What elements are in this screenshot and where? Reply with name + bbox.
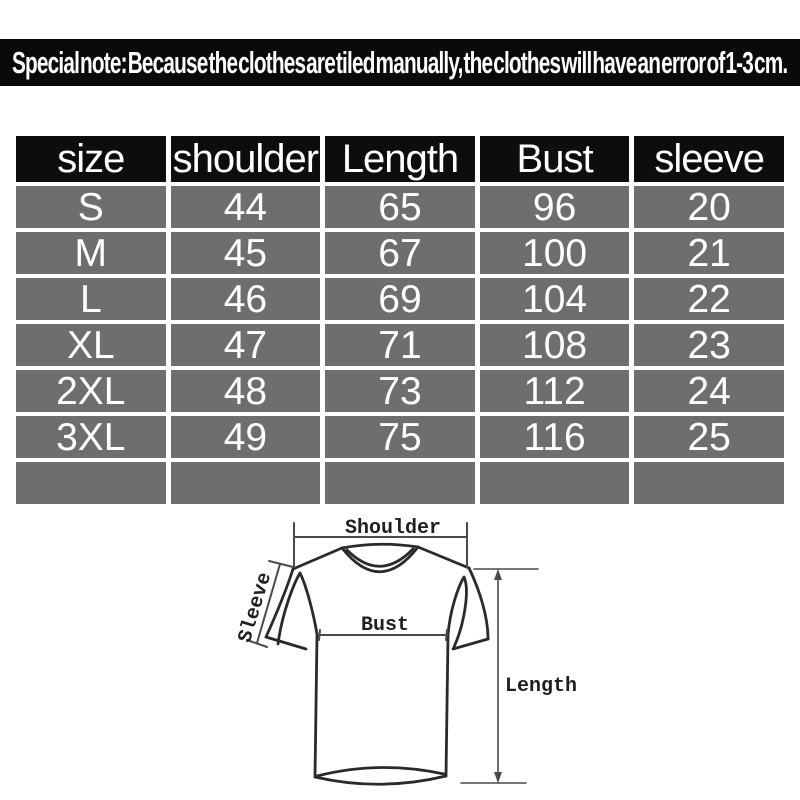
cell-bust: 96 — [479, 186, 630, 228]
cell-sleeve — [634, 462, 784, 504]
cell-size: 2XL — [16, 370, 166, 412]
col-header-bust: Bust — [479, 136, 630, 182]
cell-shoulder: 47 — [170, 324, 321, 366]
cell-length: 65 — [325, 186, 475, 228]
cell-sleeve: 24 — [634, 370, 784, 412]
col-header-size: size — [16, 136, 166, 182]
cell-bust: 100 — [479, 232, 630, 274]
cell-size: S — [16, 186, 166, 228]
table-row-xl: XL 47 71 108 23 — [16, 324, 784, 366]
cell-shoulder — [170, 462, 321, 504]
hem-outer-line — [313, 774, 448, 786]
dimension-lines — [246, 522, 539, 784]
tshirt-measurement-diagram: Shoulder Sleeve Bust Length — [234, 517, 577, 786]
length-arrow-top — [494, 569, 502, 580]
special-note-text: Special note: Because the clothes are ti… — [12, 44, 788, 80]
hem-inner-line — [315, 766, 446, 778]
cell-length: 67 — [325, 232, 475, 274]
table-row-l: L 46 69 104 22 — [16, 278, 784, 320]
cell-shoulder: 46 — [170, 278, 321, 320]
collar-top-line — [340, 542, 420, 550]
bust-label: Bust — [361, 614, 409, 637]
cell-length: 71 — [325, 324, 475, 366]
left-sleeve-outer — [264, 567, 295, 639]
right-sleeve-outer — [467, 566, 490, 641]
tshirt-outline — [264, 542, 490, 786]
cell-sleeve: 20 — [634, 186, 784, 228]
length-arrow-bottom — [494, 772, 502, 783]
cell-length: 73 — [325, 370, 475, 412]
left-sleeve-seam — [276, 571, 319, 646]
table-row-empty — [16, 462, 784, 504]
right-shoulder-seam — [416, 545, 471, 570]
table-row-3xl: 3XL 49 75 116 25 — [16, 416, 784, 458]
table-row-s: S 44 65 96 20 — [16, 186, 784, 228]
cell-size — [16, 462, 166, 504]
collar-outer-line — [340, 545, 420, 573]
cell-length: 69 — [325, 278, 475, 320]
shoulder-label: Shoulder — [345, 517, 441, 540]
cell-size: M — [16, 232, 166, 274]
cell-sleeve: 25 — [634, 416, 784, 458]
special-note-banner: Special note: Because the clothes are ti… — [0, 39, 800, 86]
table-row-m: M 45 67 100 21 — [16, 232, 784, 274]
cell-shoulder: 45 — [170, 232, 321, 274]
cell-sleeve: 23 — [634, 324, 784, 366]
torso-right-edge — [444, 634, 450, 778]
cell-length — [325, 462, 475, 504]
torso-left-edge — [313, 633, 319, 779]
cell-bust: 108 — [479, 324, 630, 366]
collar-inner-line — [345, 547, 415, 568]
cell-shoulder: 49 — [170, 416, 321, 458]
cell-length: 75 — [325, 416, 475, 458]
cell-bust: 112 — [479, 370, 630, 412]
cell-size: L — [16, 278, 166, 320]
col-header-sleeve: sleeve — [634, 136, 784, 182]
cell-size: XL — [16, 324, 166, 366]
size-table-header-row: size shoulder Length Bust sleeve — [16, 136, 784, 182]
col-header-shoulder: shoulder — [170, 136, 321, 182]
cell-sleeve: 21 — [634, 232, 784, 274]
table-row-2xl: 2XL 48 73 112 24 — [16, 370, 784, 412]
sleeve-dim-line — [256, 563, 281, 644]
cell-shoulder: 44 — [170, 186, 321, 228]
sleeve-label: Sleeve — [234, 570, 277, 646]
cell-size: 3XL — [16, 416, 166, 458]
cell-bust: 116 — [479, 416, 630, 458]
right-sleeve-cuff — [451, 637, 490, 651]
cell-bust: 104 — [479, 278, 630, 320]
right-sleeve-seam — [446, 575, 468, 649]
size-table: size shoulder Length Bust sleeve S 44 65… — [11, 132, 789, 508]
col-header-length: Length — [325, 136, 475, 182]
cell-sleeve: 22 — [634, 278, 784, 320]
left-sleeve-cuff — [264, 635, 308, 651]
length-label: Length — [505, 675, 577, 698]
cell-shoulder: 48 — [170, 370, 321, 412]
left-shoulder-seam — [291, 546, 344, 571]
cell-bust — [479, 462, 630, 504]
